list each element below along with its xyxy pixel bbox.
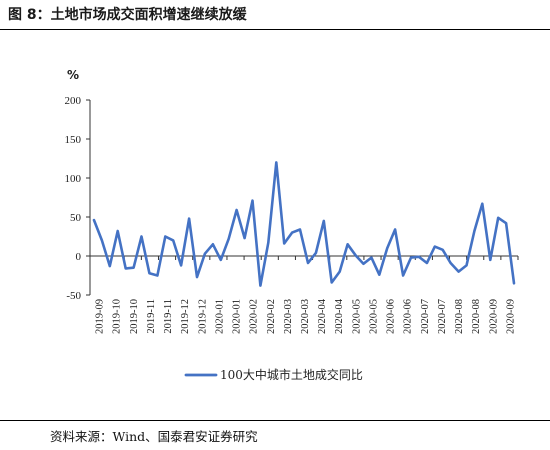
y-unit-label: % xyxy=(67,68,79,82)
y-tick-label: 100 xyxy=(65,173,82,185)
x-tick-label: 2020-04 xyxy=(317,298,328,334)
x-tick-label: 2019-11 xyxy=(163,299,174,334)
x-tick-label: 2019-09 xyxy=(95,299,106,334)
x-tick-label: 2020-04 xyxy=(334,298,345,334)
y-tick-label: 0 xyxy=(76,251,82,263)
x-tick-label: 2020-05 xyxy=(351,299,362,334)
top-rule xyxy=(0,29,550,30)
x-tick-label: 2019-11 xyxy=(146,299,157,334)
legend-label: 100大中城市土地成交同比 xyxy=(220,367,363,382)
series-line-100-city-land xyxy=(92,161,516,287)
x-tick-label: 2020-03 xyxy=(283,299,294,334)
x-tick-label: 2020-08 xyxy=(471,299,482,334)
x-tick-label: 2020-07 xyxy=(437,299,448,334)
x-tick-label: 2020-01 xyxy=(214,299,225,334)
x-tick-label: 2020-05 xyxy=(368,299,379,334)
source-note: 资料来源：Wind、国泰君安证券研究 xyxy=(50,429,258,444)
x-tick-label: 2020-09 xyxy=(488,299,499,334)
x-tick-label: 2020-03 xyxy=(300,299,311,334)
x-tick-label: 2020-06 xyxy=(403,299,414,334)
bottom-rule xyxy=(0,420,550,421)
y-tick-label: 200 xyxy=(65,95,82,107)
y-tick-label: 150 xyxy=(65,134,82,146)
x-tick-label: 2020-02 xyxy=(249,299,260,334)
plot-area xyxy=(92,161,516,287)
x-tick-label: 2020-09 xyxy=(505,299,516,334)
x-tick-label: 2020-07 xyxy=(420,299,431,334)
x-tick-label: 2020-02 xyxy=(266,299,277,334)
y-tick-label: -50 xyxy=(66,290,81,302)
x-tick-label: 2019-12 xyxy=(197,299,208,334)
y-tick-label: 50 xyxy=(70,212,82,224)
figure-title: 图 8：土地市场成交面积增速继续放缓 xyxy=(8,7,247,23)
x-tick-label: 2019-10 xyxy=(112,299,123,334)
x-tick-label: 2020-01 xyxy=(232,299,243,334)
x-tick-label: 2019-12 xyxy=(180,299,191,334)
x-tick-label: 2020-08 xyxy=(454,299,465,334)
legend: 100大中城市土地成交同比 xyxy=(184,367,363,382)
y-axis: -50 0 50 100 150 200% xyxy=(65,68,91,302)
x-axis: 2019-09 2019-10 2019-10 2019-11 2019-11 2019-… xyxy=(89,255,519,334)
x-tick-label: 2019-10 xyxy=(129,299,140,334)
x-tick-label: 2020-06 xyxy=(386,299,397,334)
